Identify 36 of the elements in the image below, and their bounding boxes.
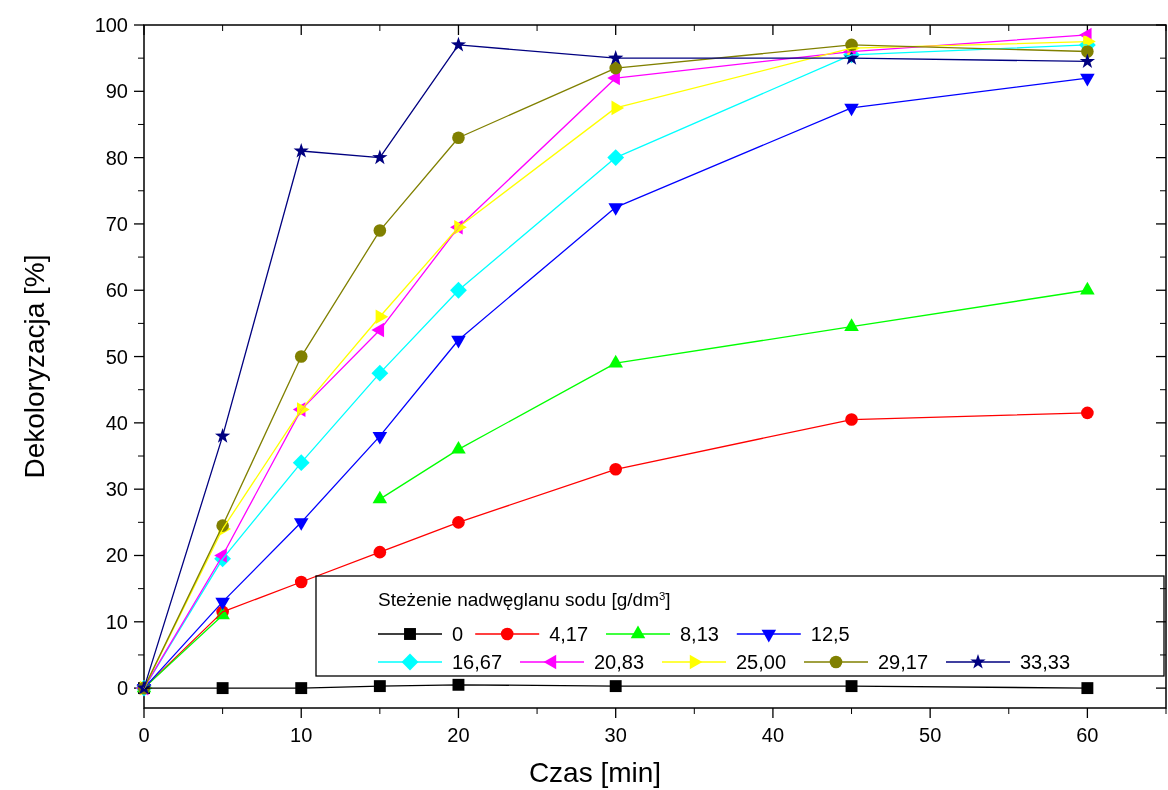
y-tick-label: 90 — [105, 80, 128, 103]
legend-label: 12,5 — [810, 623, 850, 645]
point — [371, 364, 389, 382]
legend-label: 16,67 — [452, 651, 503, 673]
x-axis-title: Czas [min] — [528, 757, 662, 788]
point — [607, 149, 625, 167]
y-tick-label: 30 — [105, 478, 128, 501]
point — [293, 142, 309, 158]
y-tick-label: 0 — [116, 677, 128, 700]
x-tick-label: 20 — [447, 724, 470, 746]
legend-label: 4,17 — [549, 623, 589, 645]
y-tick-label: 80 — [105, 146, 128, 169]
x-tick-label: 50 — [919, 724, 942, 746]
y-tick-label: 40 — [105, 411, 128, 434]
legend-label: 25,00 — [736, 651, 787, 673]
legend-label: 0 — [452, 623, 464, 645]
x-tick-label: 0 — [138, 724, 150, 746]
legend-label: 8,13 — [680, 623, 719, 645]
y-tick-label: 60 — [105, 279, 128, 302]
point — [1079, 53, 1096, 68]
y-tick-label: 10 — [105, 610, 128, 633]
y-tick-label: 100 — [94, 14, 128, 36]
legend-label: 29,17 — [878, 651, 929, 673]
y-tick-label: 70 — [105, 212, 128, 235]
y-tick-label: 50 — [105, 345, 128, 368]
y-axis-title: Dekoloryzacja [%] — [19, 254, 50, 479]
point — [450, 281, 467, 299]
legend-label: 20,83 — [594, 651, 645, 673]
y-tick-label: 20 — [105, 544, 128, 567]
x-tick-label: 40 — [761, 724, 785, 746]
point — [1081, 682, 1094, 695]
legend-title: Steżenie nadwęglanu sodu [g/dm$^{3}$] — [378, 589, 671, 610]
legend-label: 33,33 — [1020, 651, 1071, 673]
x-tick-label: 60 — [1076, 724, 1099, 746]
x-tick-label: 30 — [604, 724, 627, 746]
x-tick-label: 10 — [290, 724, 313, 746]
